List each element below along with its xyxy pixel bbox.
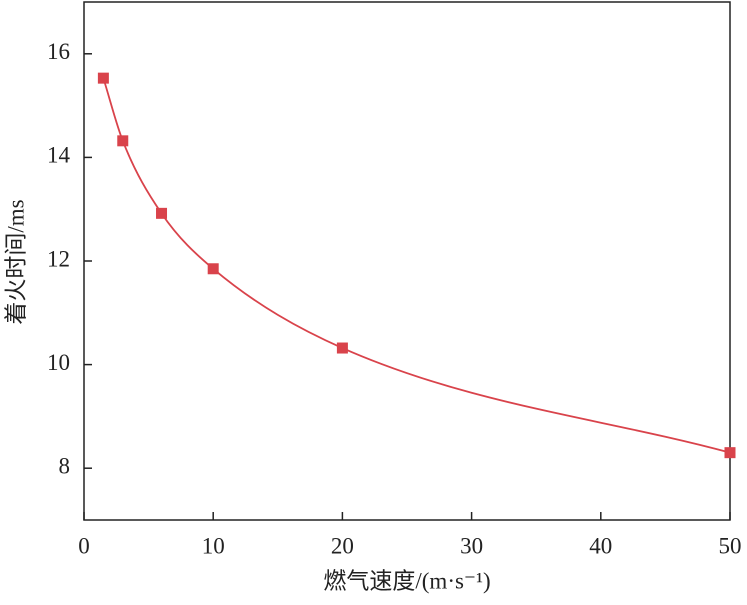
y-tick-label: 12 <box>47 246 70 271</box>
y-axis-label: 着火时间/ms <box>3 199 28 324</box>
series-line <box>102 77 731 454</box>
x-tick-label: 40 <box>589 533 612 558</box>
data-point <box>156 207 168 219</box>
data-point <box>97 72 109 84</box>
data-point <box>336 342 348 354</box>
x-tick-label: 50 <box>719 533 742 558</box>
x-tick-label: 0 <box>78 533 90 558</box>
x-tick-label: 20 <box>331 533 354 558</box>
y-tick-label: 16 <box>47 39 70 64</box>
data-point <box>117 135 129 147</box>
plot-frame <box>83 1 731 521</box>
x-tick-label: 30 <box>460 533 483 558</box>
y-tick-label: 14 <box>47 143 71 168</box>
x-axis-label: 燃气速度/(m·s⁻¹) <box>323 568 490 593</box>
data-point <box>724 447 736 459</box>
x-tick-label: 10 <box>202 533 225 558</box>
data-point <box>207 263 219 275</box>
y-tick-label: 10 <box>47 350 70 375</box>
y-tick-label: 8 <box>59 453 71 478</box>
